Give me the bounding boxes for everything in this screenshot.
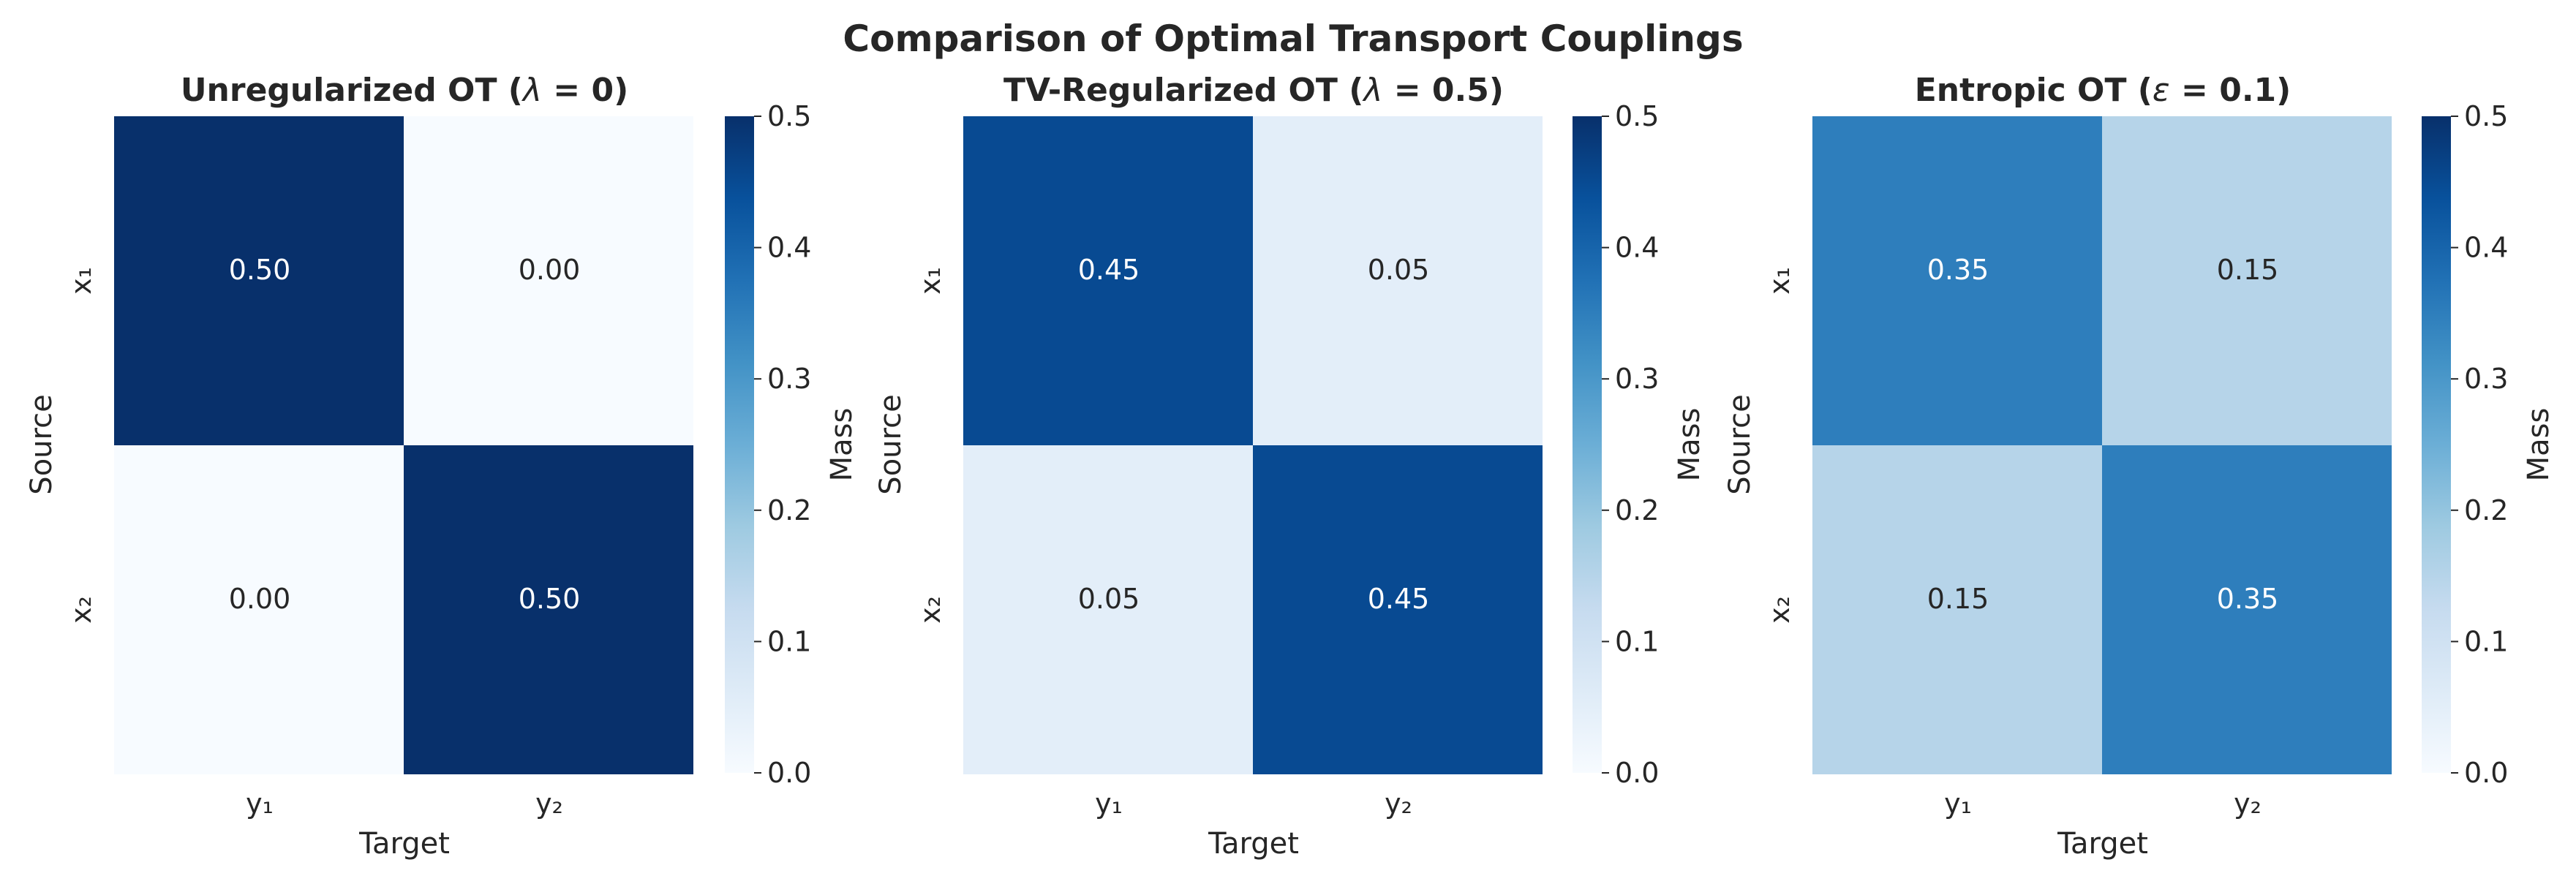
colorbar-tick-label: 0.5 xyxy=(2464,100,2508,132)
colorbar-tick-label: 0.4 xyxy=(1615,232,1659,264)
colorbar-label: Mass xyxy=(1673,408,1706,482)
x-axis-label: Target xyxy=(1208,827,1299,861)
panel-title: TV-Regularized OT (λ = 0.5) xyxy=(1003,72,1504,109)
colorbar-tick-label: 0.4 xyxy=(767,232,811,264)
row-tick-label: x₁ xyxy=(1763,267,1796,295)
colorbar xyxy=(2422,116,2451,773)
colorbar-tick-label: 0.3 xyxy=(767,363,811,395)
heatmap-cell xyxy=(1812,445,2102,774)
heatmap-cell xyxy=(114,445,404,774)
heatmap-panel-unregularized: Unregularized OT (λ = 0) 0.50 0.00 0.00 … xyxy=(25,72,859,861)
row-tick-label: x₂ xyxy=(1763,596,1796,624)
heatmap-cell xyxy=(114,116,404,445)
colorbar xyxy=(725,116,754,773)
colorbar-ticks: 0.0 0.1 0.2 0.3 0.4 0.5 xyxy=(2451,100,2508,789)
heatmap-cell xyxy=(404,445,693,774)
row-tick-label: x₁ xyxy=(914,267,946,295)
panel-title: Unregularized OT (λ = 0) xyxy=(181,72,628,109)
row-tick-label: x₂ xyxy=(65,596,97,624)
colorbar-tick-label: 0.1 xyxy=(1615,625,1659,657)
colorbar-ticks: 0.0 0.1 0.2 0.3 0.4 0.5 xyxy=(1602,100,1659,789)
cell-value-label: 0.05 xyxy=(1368,254,1430,286)
colorbar-tick-label: 0.5 xyxy=(767,100,811,132)
cell-value-label: 0.45 xyxy=(1078,254,1140,286)
heatmap-cell xyxy=(2102,116,2392,445)
colorbar-tick-label: 0.1 xyxy=(2464,625,2508,657)
colorbar-tick-label: 0.4 xyxy=(2464,232,2508,264)
cell-value-label: 0.00 xyxy=(229,583,291,615)
colorbar-tick-label: 0.0 xyxy=(767,757,811,789)
colorbar-tick-label: 0.3 xyxy=(1615,363,1659,395)
colorbar-tick-label: 0.5 xyxy=(1615,100,1659,132)
colorbar-label: Mass xyxy=(825,408,859,482)
cell-value-label: 0.50 xyxy=(519,583,581,615)
colorbar-tick-label: 0.0 xyxy=(1615,757,1659,789)
col-tick-label: y₁ xyxy=(1095,787,1123,820)
heatmap-cell xyxy=(1253,116,1543,445)
col-tick-label: y₂ xyxy=(2234,787,2261,820)
cell-value-label: 0.45 xyxy=(1368,583,1430,615)
figure-title: Comparison of Optimal Transport Coupling… xyxy=(843,18,1743,60)
cell-value-label: 0.15 xyxy=(2217,254,2279,286)
col-tick-label: y₁ xyxy=(1944,787,1972,820)
heatmap-cell xyxy=(963,116,1253,445)
col-tick-label: y₁ xyxy=(246,787,274,820)
col-tick-label: y₂ xyxy=(1385,787,1412,820)
y-axis-label: Source xyxy=(1723,394,1757,494)
heatmap-cell xyxy=(1253,445,1543,774)
heatmap-panel-entropic: Entropic OT (ε = 0.1) 0.35 0.15 0.15 0.3… xyxy=(1723,72,2556,861)
x-axis-label: Target xyxy=(358,827,450,861)
colorbar-tick-label: 0.2 xyxy=(1615,494,1659,526)
y-axis-label: Source xyxy=(874,394,908,494)
colorbar-label: Mass xyxy=(2522,408,2556,482)
cell-value-label: 0.50 xyxy=(229,254,291,286)
heatmap-panel-tv-regularized: TV-Regularized OT (λ = 0.5) 0.45 0.05 0.… xyxy=(874,72,1706,861)
colorbar-tick-label: 0.2 xyxy=(2464,494,2508,526)
col-tick-label: y₂ xyxy=(535,787,563,820)
colorbar-ticks: 0.0 0.1 0.2 0.3 0.4 0.5 xyxy=(754,100,811,789)
colorbar-tick-label: 0.1 xyxy=(767,625,811,657)
heatmap-cell xyxy=(963,445,1253,774)
cell-value-label: 0.15 xyxy=(1927,583,1989,615)
row-tick-label: x₂ xyxy=(914,596,946,624)
cell-value-label: 0.35 xyxy=(1927,254,1989,286)
colorbar xyxy=(1573,116,1602,773)
colorbar-tick-label: 0.3 xyxy=(2464,363,2508,395)
cell-value-label: 0.35 xyxy=(2217,583,2279,615)
colorbar-tick-label: 0.2 xyxy=(767,494,811,526)
heatmap-cell xyxy=(1812,116,2102,445)
x-axis-label: Target xyxy=(2057,827,2148,861)
heatmap-cell xyxy=(404,116,693,445)
cell-value-label: 0.00 xyxy=(519,254,581,286)
y-axis-label: Source xyxy=(25,394,59,494)
cell-value-label: 0.05 xyxy=(1078,583,1140,615)
row-tick-label: x₁ xyxy=(65,267,97,295)
colorbar-tick-label: 0.0 xyxy=(2464,757,2508,789)
panel-title: Entropic OT (ε = 0.1) xyxy=(1915,72,2291,109)
heatmap-cell xyxy=(2102,445,2392,774)
